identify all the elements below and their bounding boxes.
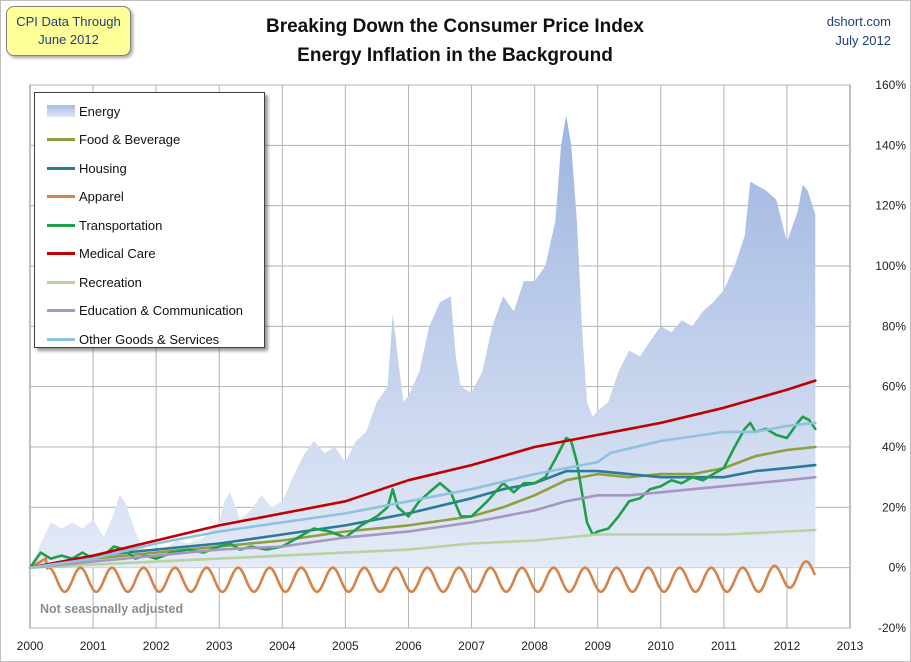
legend-swatch — [47, 105, 75, 118]
legend-label: Energy — [79, 103, 121, 119]
y-tick-label: 60% — [882, 380, 906, 394]
x-tick-label: 2000 — [17, 639, 44, 653]
legend-swatch — [47, 337, 75, 341]
x-tick-label: 2013 — [837, 639, 864, 653]
x-tick-label: 2008 — [521, 639, 548, 653]
x-tick-label: 2002 — [143, 639, 170, 653]
legend-swatch — [47, 166, 75, 170]
legend-swatch — [47, 280, 75, 284]
legend-item-food-and-beverage: Food & Beverage — [35, 126, 264, 155]
chart-title: Breaking Down the Consumer Price Index E… — [190, 12, 720, 70]
source-credit: dshort.com July 2012 — [827, 12, 891, 50]
legend-swatch — [47, 138, 75, 142]
legend: Energy Food & Beverage Housing Apparel Trans… — [34, 92, 265, 348]
axes: 2000 2001 2002 2003 2004 2005 2006 2007 2008 2009… — [17, 78, 907, 653]
x-tick-label: 2004 — [269, 639, 296, 653]
x-tick-label: 2007 — [458, 639, 485, 653]
legend-item-transportation: Transportation — [35, 211, 264, 240]
y-tick-label: 120% — [875, 199, 906, 213]
data-through-callout: CPI Data Through June 2012 — [6, 6, 131, 56]
seasonal-note: Not seasonally adjusted — [40, 602, 184, 616]
y-tick-label: 20% — [882, 500, 906, 514]
y-tick-label: -20% — [878, 621, 906, 635]
legend-label: Medical Care — [79, 246, 156, 262]
legend-item-energy: Energy — [35, 97, 264, 126]
x-tick-label: 2001 — [80, 639, 107, 653]
y-tick-label: 0% — [889, 561, 907, 575]
series-transportation-line — [28, 415, 817, 569]
x-tick-label: 2010 — [647, 639, 674, 653]
series-education-and-communication-line — [28, 475, 817, 569]
legend-item-other-goods-and-services: Other Goods & Services — [35, 325, 264, 354]
series-medical-care-line — [28, 379, 817, 569]
source-line-2: July 2012 — [835, 33, 891, 48]
legend-label: Apparel — [79, 189, 124, 205]
legend-label: Food & Beverage — [79, 132, 181, 148]
legend-label: Transportation — [79, 217, 163, 233]
source-line-1: dshort.com — [826, 14, 891, 29]
legend-swatch — [47, 195, 75, 199]
series-lines-layer — [28, 379, 817, 593]
series-other-goods-and-services-line — [28, 421, 817, 569]
energy-area-layer — [30, 115, 816, 568]
legend-item-recreation: Recreation — [35, 268, 264, 297]
legend-item-housing: Housing — [35, 154, 264, 183]
y-tick-label: 40% — [882, 440, 906, 454]
y-tick-label: 140% — [875, 138, 906, 152]
callout-line-1: CPI Data Through — [16, 14, 121, 29]
y-tick-label: 80% — [882, 319, 906, 333]
chart-title-line-2: Energy Inflation in the Background — [297, 45, 613, 66]
chart-title-line-1: Breaking Down the Consumer Price Index — [266, 16, 644, 37]
y-tick-label: 100% — [875, 259, 906, 273]
x-tick-label: 2011 — [711, 639, 737, 653]
legend-label: Housing — [79, 160, 127, 176]
legend-label: Recreation — [79, 274, 142, 290]
x-tick-label: 2006 — [395, 639, 422, 653]
legend-item-education-and-communication: Education & Communication — [35, 297, 264, 326]
legend-item-medical-care: Medical Care — [35, 240, 264, 269]
x-tick-label: 2005 — [332, 639, 359, 653]
y-tick-label: 160% — [875, 78, 906, 92]
callout-line-2: June 2012 — [38, 32, 99, 47]
legend-item-apparel: Apparel — [35, 183, 264, 212]
series-energy-area — [30, 115, 816, 568]
series-apparel-line — [28, 557, 816, 593]
series-recreation-line — [28, 528, 817, 569]
legend-label: Education & Communication — [79, 303, 244, 319]
x-tick-label: 2003 — [206, 639, 233, 653]
legend-swatch — [47, 223, 75, 227]
x-tick-label: 2012 — [774, 639, 801, 653]
legend-label: Other Goods & Services — [79, 331, 220, 347]
legend-swatch — [47, 309, 75, 313]
legend-swatch — [47, 252, 75, 256]
x-tick-label: 2009 — [584, 639, 611, 653]
